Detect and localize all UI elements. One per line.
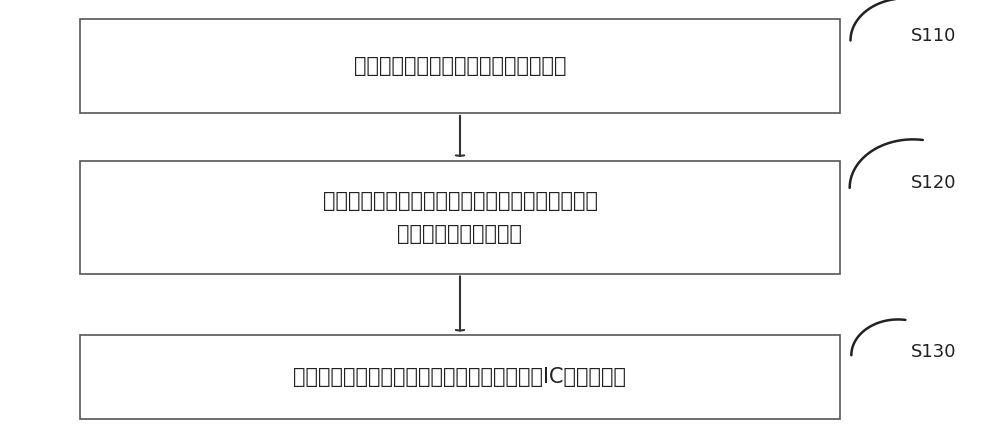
Text: 所述终端根据所述控制信号控制充电集成电路IC的工作状态: 所述终端根据所述控制信号控制充电集成电路IC的工作状态 (294, 367, 626, 387)
Text: S110: S110 (911, 27, 956, 45)
Text: S130: S130 (911, 343, 956, 361)
Text: S120: S120 (911, 174, 956, 192)
FancyBboxPatch shape (80, 19, 840, 113)
Text: 所述终端确定所述温度信息当前所处的温度区间，
并生成对应的控制信号: 所述终端确定所述温度信息当前所处的温度区间， 并生成对应的控制信号 (322, 191, 598, 244)
FancyBboxPatch shape (80, 336, 840, 418)
Text: 终端获取自身至少一个热源的温度信息: 终端获取自身至少一个热源的温度信息 (354, 56, 566, 76)
FancyBboxPatch shape (80, 161, 840, 274)
